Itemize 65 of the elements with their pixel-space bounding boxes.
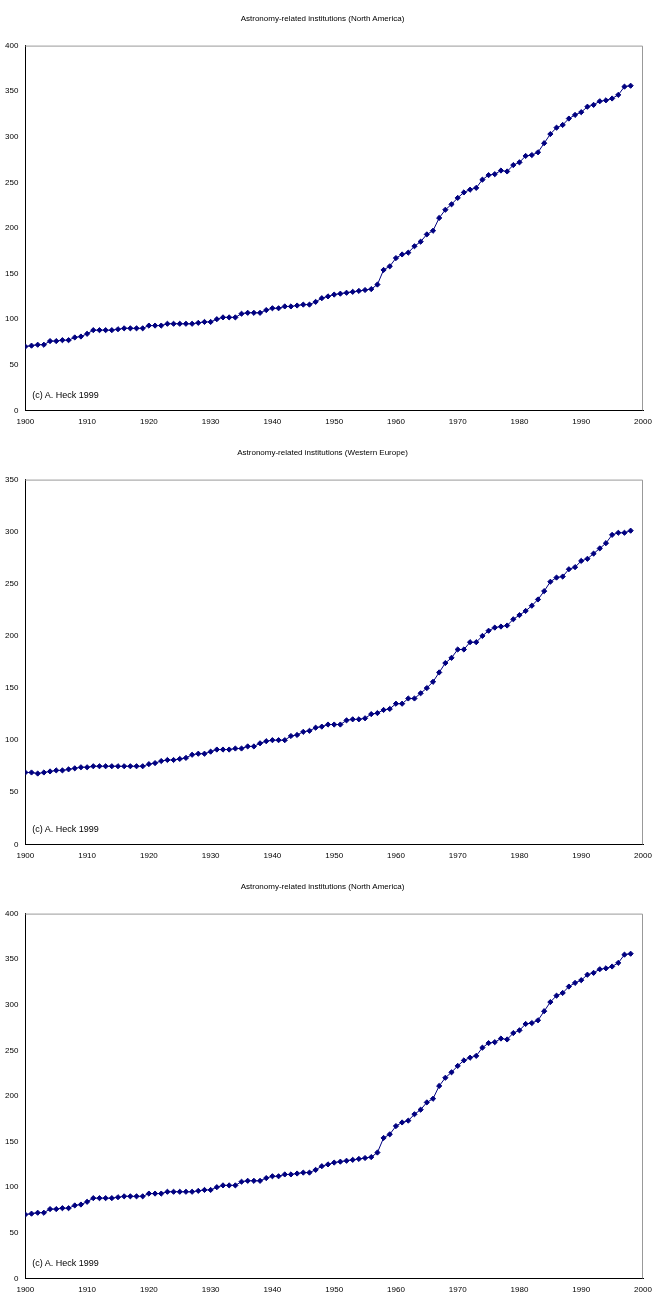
x-tick-label: 1960 [387,851,406,861]
y-tick-label: 300 [4,1000,19,1009]
y-tick-label: 150 [4,1136,19,1146]
x-tick-label: 1930 [201,417,221,427]
y-tick-label: 200 [4,1091,19,1101]
x-tick-label: 1940 [263,851,282,861]
x-tick-label: 1950 [325,1285,344,1295]
y-tick-label: 50 [9,1228,19,1237]
annotation: (c) A. Heck 1999 [32,1258,99,1269]
y-tick-label: 100 [4,735,19,745]
y-tick-label: 250 [4,1045,19,1055]
annotation: (c) A. Heck 1999 [32,390,99,401]
x-tick-label: 2000 [634,851,653,861]
y-tick-label: 350 [4,474,19,484]
x-tick-label: 1960 [387,1285,406,1295]
chart-title: Astronomy-related institutions (North America) [240,882,405,891]
y-tick-label: 400 [4,908,19,918]
y-tick-label: 350 [4,86,19,96]
y-tick-label: 400 [4,40,19,50]
y-tick-label: 300 [4,132,19,141]
y-tick-label: 200 [4,223,19,233]
x-tick-label: 1950 [325,851,344,861]
y-tick-label: 0 [13,839,19,849]
x-tick-label: 1980 [510,1285,529,1295]
y-tick-label: 50 [9,360,19,369]
x-tick-label: 1920 [139,1285,159,1295]
x-tick-label: 1910 [78,851,97,861]
x-tick-label: 1900 [16,1285,35,1295]
y-tick-label: 0 [13,1273,19,1283]
x-tick-label: 1940 [263,417,282,427]
y-tick-label: 50 [9,787,19,797]
y-tick-label: 350 [4,954,19,964]
annotation: (c) A. Heck 1999 [32,824,99,835]
chart-title: Astronomy-related institutions (North America) [240,14,405,23]
y-tick-label: 100 [4,314,19,324]
chart-title: Astronomy-related institutions (Western Europe) [237,448,409,457]
x-tick-label: 1900 [16,851,35,861]
x-tick-label: 1930 [201,1285,221,1295]
x-tick-label: 2000 [634,417,653,427]
x-tick-label: 1920 [139,417,159,427]
x-tick-label: 1990 [572,1285,591,1295]
y-tick-label: 150 [4,683,19,693]
y-tick-label: 0 [13,405,19,415]
y-tick-label: 150 [4,268,19,278]
x-tick-label: 1910 [78,1285,97,1295]
x-tick-label: 1910 [78,417,97,427]
x-tick-label: 1900 [16,417,35,427]
y-tick-label: 200 [4,631,19,641]
y-tick-label: 300 [4,526,19,536]
x-tick-label: 1940 [263,1285,282,1295]
x-tick-label: 1970 [448,851,468,861]
x-tick-label: 1980 [510,851,529,861]
x-tick-label: 1960 [387,417,406,427]
x-tick-label: 1930 [201,851,221,861]
x-tick-label: 1970 [448,417,468,427]
x-tick-label: 1920 [139,851,159,861]
x-tick-label: 1950 [325,417,344,427]
x-tick-label: 1990 [572,417,591,427]
x-tick-label: 1980 [510,417,529,427]
y-tick-label: 100 [4,1182,19,1192]
x-tick-label: 1990 [572,851,591,861]
y-tick-label: 250 [4,579,19,589]
x-tick-label: 1970 [448,1285,468,1295]
y-tick-label: 250 [4,177,19,187]
x-tick-label: 2000 [634,1285,653,1295]
